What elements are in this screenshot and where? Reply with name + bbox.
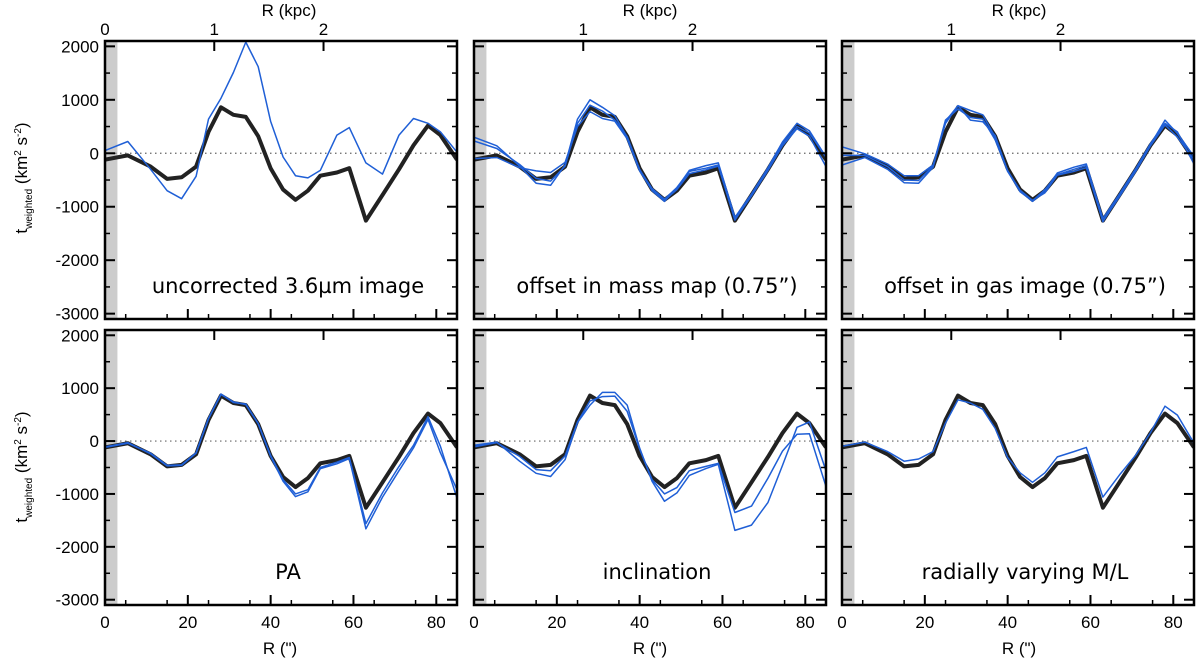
y-tick-label: -3000 xyxy=(56,305,99,324)
series-group xyxy=(474,99,826,223)
variant-line-2 xyxy=(105,393,457,525)
x-axis-title-col3: R (") xyxy=(1002,639,1036,658)
panel-caption: inclination xyxy=(603,560,712,584)
variant-line-1 xyxy=(842,399,1194,498)
x-axis-title-col2: R (") xyxy=(633,639,667,658)
x-tick-label: 20 xyxy=(915,613,934,632)
x-tick-label: 40 xyxy=(261,613,280,632)
y-tick-label: 0 xyxy=(90,432,99,451)
panel-caption: offset in mass map (0.75”) xyxy=(516,274,797,298)
variant-line-2 xyxy=(842,108,1194,222)
y-label-sub: weighted xyxy=(24,478,35,519)
panel-caption: PA xyxy=(275,560,301,584)
y-label-close: ) xyxy=(12,411,31,417)
variant-line-2 xyxy=(474,104,826,221)
x-tick-label: 20 xyxy=(547,613,566,632)
top-axis-title-col3: R (kpc) xyxy=(992,1,1047,20)
y-label-sup2: -2 xyxy=(13,417,24,426)
top-axis-title-col1: R (kpc) xyxy=(262,1,317,20)
variant-line-3 xyxy=(474,110,826,221)
y-tick-label: -3000 xyxy=(56,591,99,610)
panel-2: 1 2 offset in mass map (0.75”) xyxy=(472,20,828,321)
y-tick-label: -2000 xyxy=(56,251,99,270)
panel-caption: radially varying M/L xyxy=(922,560,1129,584)
shaded-band xyxy=(842,330,855,605)
y-tick-label: 2000 xyxy=(61,37,99,56)
y-tick-label: 1000 xyxy=(61,379,99,398)
y-axis-title-row1: tweighted (km2 s-2) xyxy=(12,122,35,233)
variant-line-2 xyxy=(474,395,826,514)
series-group xyxy=(842,393,1194,510)
x-tick-label: 40 xyxy=(998,613,1017,632)
panel-caption: uncorrected 3.6µm image xyxy=(152,274,424,298)
x-tick-label: 60 xyxy=(713,613,732,632)
y-label-main: t xyxy=(12,518,31,523)
top-tick-label: 0 xyxy=(100,20,109,39)
top-tick-label: 1 xyxy=(210,20,219,39)
x-tick-label: 40 xyxy=(630,613,649,632)
x-tick-label: 80 xyxy=(427,613,446,632)
panel-6: 0 20 40 60 80 radially varying M/L xyxy=(837,328,1196,632)
y-label-sub: weighted xyxy=(24,189,35,230)
top-tick-label: 2 xyxy=(1056,20,1065,39)
y-axis-title-row2: tweighted (km2 s-2) xyxy=(12,411,35,522)
panel-3: 1 2 offset in gas image (0.75”) xyxy=(840,20,1196,321)
reference-line xyxy=(842,393,1194,510)
shaded-band xyxy=(842,41,855,319)
x-tick-label: 20 xyxy=(178,613,197,632)
shaded-band xyxy=(105,41,118,319)
y-tick-label: 0 xyxy=(90,144,99,163)
x-tick-label: 60 xyxy=(1081,613,1100,632)
x-tick-label: 0 xyxy=(469,613,478,632)
y-label-units: (km xyxy=(12,156,31,184)
shaded-band xyxy=(105,330,118,605)
y-tick-label: -1000 xyxy=(56,198,99,217)
top-tick-label: 1 xyxy=(579,20,588,39)
x-axis-title-col1: R (") xyxy=(263,639,297,658)
y-label-sup1: 2 xyxy=(13,439,24,445)
y-label-units: (km xyxy=(12,445,31,473)
reference-line xyxy=(474,105,826,223)
top-tick-label: 2 xyxy=(688,20,697,39)
y-tick-label: 1000 xyxy=(61,91,99,110)
shaded-band xyxy=(474,41,487,319)
panel-caption: offset in gas image (0.75”) xyxy=(884,274,1166,298)
panel-5: 0 20 40 60 80 inclination xyxy=(469,328,828,632)
y-label-units2: s xyxy=(12,137,31,150)
series-group xyxy=(105,393,457,530)
x-tick-label: 0 xyxy=(100,613,109,632)
y-tick-label: -2000 xyxy=(56,538,99,557)
series-group xyxy=(474,391,826,532)
y-tick-label: -1000 xyxy=(56,485,99,504)
top-axis-title-col2: R (kpc) xyxy=(623,1,678,20)
y-label-sup2: -2 xyxy=(13,128,24,137)
reference-line xyxy=(842,105,1194,223)
x-tick-label: 0 xyxy=(837,613,846,632)
reference-line xyxy=(474,393,826,510)
top-tick-label: 1 xyxy=(947,20,956,39)
top-tick-label: 2 xyxy=(319,20,328,39)
y-label-close: ) xyxy=(12,122,31,128)
series-group xyxy=(105,41,457,223)
shaded-band xyxy=(474,330,487,605)
variant-line-1 xyxy=(474,391,826,532)
series-group xyxy=(842,104,1194,223)
x-tick-label: 80 xyxy=(796,613,815,632)
y-label-units2: s xyxy=(12,426,31,439)
reference-line xyxy=(105,105,457,223)
variant-line-1 xyxy=(105,41,457,200)
x-tick-label: 60 xyxy=(344,613,363,632)
y-label-main: t xyxy=(12,229,31,234)
panel-1: 2000 1000 0 -1000 -2000 -3000 0 1 2 uncorrected 3… xyxy=(56,20,459,324)
variant-line-3 xyxy=(842,104,1194,220)
y-label-sup1: 2 xyxy=(13,150,24,156)
y-tick-label: 2000 xyxy=(61,326,99,345)
reference-line xyxy=(105,393,457,510)
x-tick-label: 80 xyxy=(1164,613,1183,632)
